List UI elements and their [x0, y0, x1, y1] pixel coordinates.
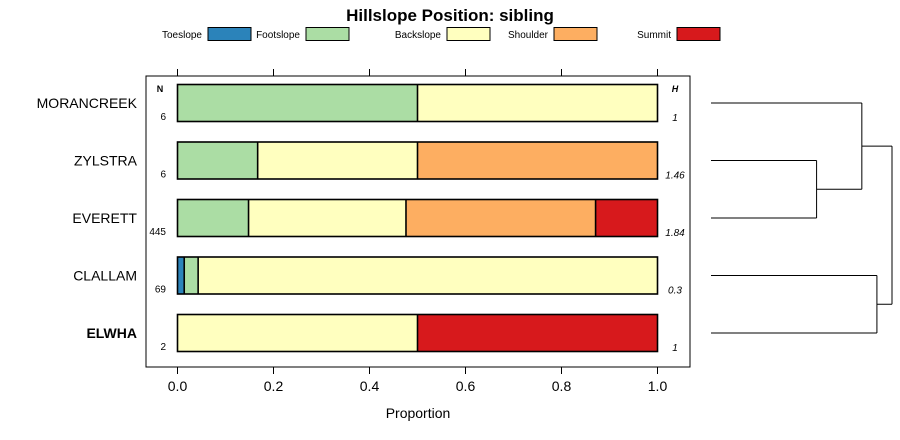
bar-everett-summit: [595, 199, 658, 237]
x-tick-label-0-6: 0.6: [456, 378, 476, 394]
row-label-clallam: CLALLAM: [73, 268, 137, 284]
x-axis-title: Proportion: [386, 405, 451, 421]
h-value-elwha: 1: [672, 343, 678, 354]
h-values: 1 1.46 1.84 0.3 1: [665, 113, 685, 354]
row-labels: MORANCREEK ZYLSTRA EVERETT CLALLAM ELWHA: [37, 95, 138, 341]
legend-label-shoulder: Shoulder: [508, 30, 549, 41]
bar-everett-backslope: [248, 199, 406, 237]
row-label-everett: EVERETT: [72, 210, 137, 226]
x-tick-label-0-4: 0.4: [360, 378, 380, 394]
n-value-elwha: 2: [160, 342, 166, 353]
row-label-morancreek: MORANCREEK: [37, 95, 138, 111]
n-value-morancreek: 6: [160, 112, 166, 123]
x-tick-label-0-8: 0.8: [552, 378, 572, 394]
h-value-clallam: 0.3: [668, 286, 682, 297]
legend-swatch-footslope: [305, 27, 350, 41]
chart-title: Hillslope Position: sibling: [346, 6, 554, 25]
n-values: 6 6 445 69 2: [149, 112, 166, 353]
bar-morancreek-backslope: [417, 84, 658, 122]
legend-label-backslope: Backslope: [395, 30, 442, 41]
legend-label-footslope: Footslope: [256, 30, 300, 41]
legend-swatch-backslope: [446, 27, 491, 41]
bar-morancreek-footslope: [177, 84, 418, 122]
legend: Toeslope Footslope Backslope Shoulder Summit: [162, 27, 721, 41]
bar-elwha-summit: [417, 314, 658, 352]
bar-elwha-backslope: [177, 314, 418, 352]
bar-clallam-backslope: [198, 257, 658, 294]
n-value-clallam: 69: [155, 285, 167, 296]
legend-swatch-shoulder: [553, 27, 598, 41]
bar-everett-footslope: [177, 199, 249, 237]
legend-label-summit: Summit: [637, 30, 671, 41]
x-tick-label-1-0: 1.0: [648, 378, 668, 394]
h-value-zylstra: 1.46: [665, 171, 685, 182]
n-value-everett: 445: [149, 227, 166, 238]
bar-outline-clallam: [176, 256, 659, 295]
bar-outline-elwha: [176, 313, 659, 353]
row-label-zylstra: ZYLSTRA: [74, 153, 138, 169]
row-label-elwha: ELWHA: [86, 325, 137, 341]
x-tick-label-0-2: 0.2: [264, 378, 284, 394]
bar-outline-everett: [176, 198, 659, 238]
h-value-everett: 1.84: [665, 228, 685, 239]
dendrogram: [711, 102, 893, 334]
plot-panel: [145, 75, 691, 368]
n-value-zylstra: 6: [160, 170, 166, 181]
bar-clallam-toeslope: [177, 257, 185, 294]
bar-zylstra-footslope: [177, 142, 258, 179]
bar-clallam-footslope: [184, 257, 199, 294]
n-column-header: N: [157, 84, 164, 94]
bar-everett-shoulder: [405, 199, 596, 237]
h-column-header: H: [672, 84, 679, 94]
legend-swatch-toeslope: [207, 27, 252, 41]
x-axis: 0.0 0.2 0.4 0.6 0.8 1.0: [168, 69, 668, 394]
bar-outline-morancreek: [176, 83, 659, 123]
bar-zylstra-shoulder: [417, 142, 658, 179]
legend-label-toeslope: Toeslope: [162, 30, 202, 41]
h-value-morancreek: 1: [672, 113, 678, 124]
bar-outline-zylstra: [176, 141, 659, 180]
bars-group: [176, 83, 659, 353]
x-tick-label-0-0: 0.0: [168, 378, 188, 394]
legend-swatch-summit: [676, 27, 721, 41]
bar-zylstra-backslope: [257, 142, 418, 179]
